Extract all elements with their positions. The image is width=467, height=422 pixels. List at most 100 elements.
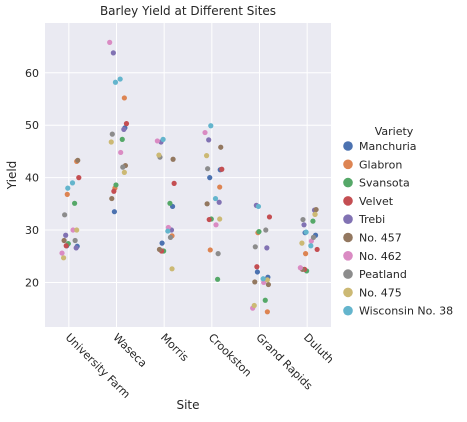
legend-label: Svansota [359,177,410,190]
point-no-457 [109,195,115,202]
y-tick-label: 30 [25,224,39,237]
point-peatland [62,212,68,218]
point-trebi [63,232,69,238]
point-wisconsin-no-38 [112,79,119,85]
point-wisconsin-no-38 [65,185,71,191]
chart-title: Barley Yield at Different Sites [100,4,276,18]
point-peatland [120,164,126,170]
point-peatland [109,131,115,137]
x-tick-label: Morris [158,331,191,364]
point-svansota [215,276,221,282]
point-trebi [73,245,79,251]
legend-label: No. 462 [359,250,402,263]
point-no-457 [61,237,67,244]
point-glabron [121,95,127,101]
point-no-462 [59,250,65,256]
point-peatland [215,251,221,257]
point-manchuria [254,269,261,275]
point-no-475 [299,240,305,246]
point-no-475 [156,152,162,158]
point-velvet [63,243,69,249]
legend-label: No. 457 [359,232,402,245]
point-no-462 [154,138,160,144]
point-no-462 [107,39,113,45]
legend-marker [343,159,353,170]
point-wisconsin-no-38 [308,243,314,249]
point-no-475 [312,211,318,217]
point-svansota [167,200,173,206]
point-velvet [206,216,212,223]
point-peatland [252,244,258,250]
legend-marker [343,177,353,188]
point-trebi [264,245,270,251]
x-axis-label: Site [176,398,199,412]
x-tick-label: Duluth [301,331,336,366]
point-svansota [72,200,78,206]
point-no-462 [297,265,303,271]
legend-marker [343,232,353,243]
point-wisconsin-no-38 [165,228,171,234]
point-no-457 [252,279,258,285]
legend-marker [343,214,353,224]
plot-area [45,23,331,327]
point-no-457 [75,157,81,163]
point-no-475 [217,216,223,222]
point-peatland [72,237,78,244]
point-manchuria [207,175,213,181]
point-no-475 [74,227,80,233]
point-trebi [121,126,127,132]
point-glabron [64,191,70,197]
point-svansota [262,297,268,303]
point-peatland [167,234,174,240]
point-no-462 [202,129,208,136]
point-no-457 [204,201,210,207]
legend-label: Glabron [359,158,402,171]
y-tick-label: 40 [25,172,39,185]
point-velvet [254,264,260,270]
point-peatland [300,216,306,223]
point-svansota [256,229,262,235]
legend-label: Wisconsin No. 38 [359,305,453,318]
point-no-462 [213,222,219,228]
point-no-457 [218,144,224,150]
point-velvet [76,175,82,181]
point-wisconsin-no-38 [255,203,262,210]
point-no-457 [156,246,163,253]
legend-label: Manchuria [359,140,417,153]
point-wisconsin-no-38 [69,180,76,186]
point-no-475 [203,153,210,159]
y-tick-label: 50 [25,119,39,132]
point-velvet [266,214,273,220]
point-wisconsin-no-38 [160,136,166,142]
point-velvet [111,188,117,194]
legend-title: Variety [375,125,414,138]
point-no-475 [60,255,67,261]
point-no-475 [121,169,127,175]
point-peatland [205,166,211,172]
legend-marker [343,251,353,261]
point-no-475 [169,266,175,272]
y-axis-label: Yield [5,161,19,191]
point-glabron [207,247,213,253]
point-manchuria [111,209,118,215]
point-no-475 [251,302,257,309]
legend-marker [343,305,353,316]
point-wisconsin-no-38 [212,195,219,202]
point-peatland [310,234,317,240]
point-glabron [264,309,270,315]
point-svansota [310,218,316,224]
x-tick-label: Crookston [206,331,254,379]
x-tick-label: Waseca [110,331,149,370]
point-no-475 [108,139,114,145]
point-svansota [119,136,125,142]
legend-label: Peatland [359,268,407,281]
point-wisconsin-no-38 [303,229,309,235]
legend-label: No. 475 [359,286,402,299]
point-velvet [171,180,177,186]
point-trebi [110,50,116,56]
point-no-457 [265,281,272,288]
point-peatland [263,227,269,233]
point-no-475 [264,277,270,283]
y-tick-label: 60 [25,67,39,80]
